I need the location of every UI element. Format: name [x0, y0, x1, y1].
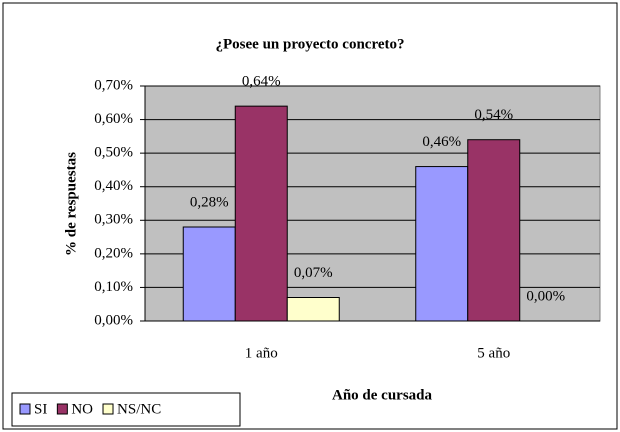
- bar: [234, 105, 288, 322]
- bar: [182, 226, 236, 322]
- y-tick-label: 0,60%: [94, 111, 133, 127]
- y-tick-label: 0,70%: [94, 77, 133, 93]
- y-tick-label: 0,40%: [94, 178, 133, 194]
- x-axis-title: Año de cursada: [332, 387, 433, 403]
- y-tick-label: 0,50%: [94, 145, 133, 161]
- legend-swatch: [19, 403, 31, 415]
- legend-label: NO: [71, 401, 93, 417]
- y-tick-label: 0,10%: [94, 279, 133, 295]
- bar: [415, 166, 469, 322]
- data-label: 0,07%: [294, 265, 333, 281]
- y-axis-title: % de respuestas: [63, 152, 79, 256]
- data-label: 0,00%: [526, 288, 565, 304]
- x-tick-label: 5 año: [477, 345, 510, 361]
- legend-label: SI: [34, 401, 47, 417]
- legend-swatch: [56, 403, 68, 415]
- legend: [11, 392, 241, 427]
- x-tick-label: 1 año: [245, 345, 278, 361]
- chart-title: ¿Posee un proyecto concreto?: [216, 36, 405, 52]
- data-label: 0,46%: [422, 134, 461, 150]
- y-tick-label: 0,00%: [94, 312, 133, 328]
- data-label: 0,28%: [190, 194, 229, 210]
- y-tick-label: 0,30%: [94, 212, 133, 228]
- data-label: 0,54%: [474, 107, 513, 123]
- data-label: 0,64%: [242, 74, 281, 90]
- bar: [467, 139, 521, 322]
- bar: [286, 297, 340, 322]
- legend-label: NS/NC: [117, 401, 161, 417]
- y-tick-label: 0,20%: [94, 245, 133, 261]
- legend-swatch: [102, 403, 114, 415]
